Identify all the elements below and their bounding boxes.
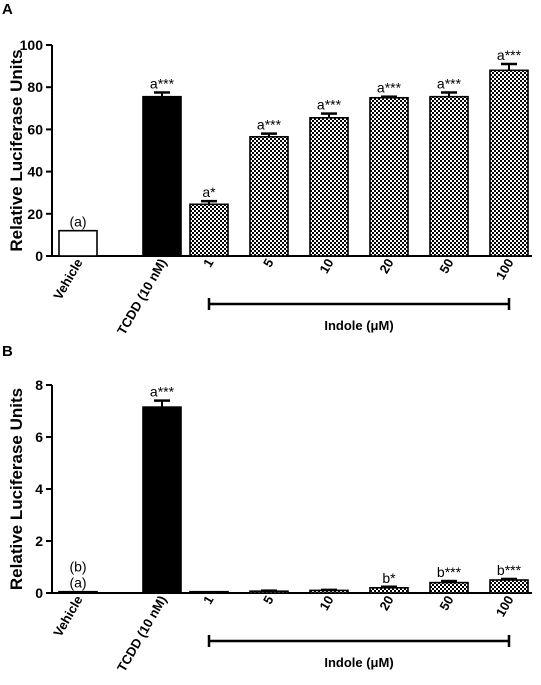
bar	[249, 135, 289, 257]
x-tick-label: 20	[376, 256, 396, 276]
y-tick-label: 2	[35, 533, 43, 549]
group-label: Indole (μM)	[324, 655, 393, 670]
bar-annotation: (b)	[69, 559, 86, 575]
bar-annotation: b***	[497, 562, 522, 578]
bar-annotation: b***	[437, 564, 462, 580]
bar-annotation: (a)	[69, 575, 86, 591]
bar-annotation: (a)	[69, 214, 86, 230]
bar-annotation: a***	[150, 75, 175, 91]
bar-annotation: a***	[377, 80, 402, 96]
y-tick-label: 4	[35, 481, 43, 497]
x-tick-label: 5	[260, 593, 277, 607]
y-tick-label: 60	[27, 121, 43, 137]
x-tick-label: Vehicle	[50, 593, 85, 639]
y-tick-label: 20	[27, 206, 43, 222]
x-tick-label: 20	[376, 593, 396, 613]
panel-a: A Relative Luciferase Units 0 20 40 60 80 100 (a…	[2, 1, 532, 337]
y-tick-label: 0	[35, 585, 43, 601]
bar	[489, 579, 529, 594]
bar-annotation: b*	[382, 570, 396, 586]
y-tick-label: 8	[35, 377, 43, 393]
bar	[58, 229, 98, 257]
y-tick-label: 80	[27, 79, 43, 95]
bar-annotation: a***	[317, 97, 342, 113]
bar-annotation: a***	[437, 75, 462, 91]
bar	[189, 590, 229, 595]
bar	[189, 203, 229, 257]
x-tick-label: 50	[436, 593, 456, 613]
y-axis-label: Relative Luciferase Units	[7, 49, 26, 251]
panel-letter: B	[2, 343, 13, 360]
bar	[429, 95, 469, 257]
bar-annotation: a***	[150, 384, 175, 400]
bar	[369, 586, 409, 594]
bar	[489, 69, 529, 257]
x-tick-label: 10	[316, 256, 336, 276]
x-tick-label: TCDD (10 nM)	[114, 593, 170, 674]
y-tick-label: 0	[35, 248, 43, 264]
bar-annotation: a***	[497, 47, 522, 63]
x-tick-label: TCDD (10 nM)	[114, 256, 170, 337]
x-tick-label: 1	[200, 593, 217, 607]
bar	[58, 590, 98, 595]
x-tick-label: Vehicle	[50, 256, 85, 302]
y-axis-label: Relative Luciferase Units	[7, 388, 26, 590]
bar	[142, 406, 182, 594]
bar-annotation: a***	[257, 117, 282, 133]
bar	[309, 116, 349, 257]
y-tick-label: 40	[27, 164, 43, 180]
panel-b: B Relative Luciferase Units 0 2 4 6 8 (a)(b) Veh…	[2, 343, 532, 674]
x-tick-label: 10	[316, 593, 336, 613]
x-tick-label: 100	[493, 256, 517, 282]
bar	[142, 95, 182, 257]
x-tick-label: 50	[436, 256, 456, 276]
panel-letter: A	[2, 1, 13, 18]
bar	[369, 96, 409, 257]
x-tick-label: 5	[260, 256, 277, 270]
x-tick-label: 100	[493, 593, 517, 619]
bar	[429, 581, 469, 594]
x-tick-label: 1	[200, 256, 217, 270]
y-tick-label: 6	[35, 429, 43, 445]
bar-annotation: a*	[202, 184, 216, 200]
group-label: Indole (μM)	[324, 318, 393, 333]
y-tick-label: 100	[20, 37, 44, 53]
